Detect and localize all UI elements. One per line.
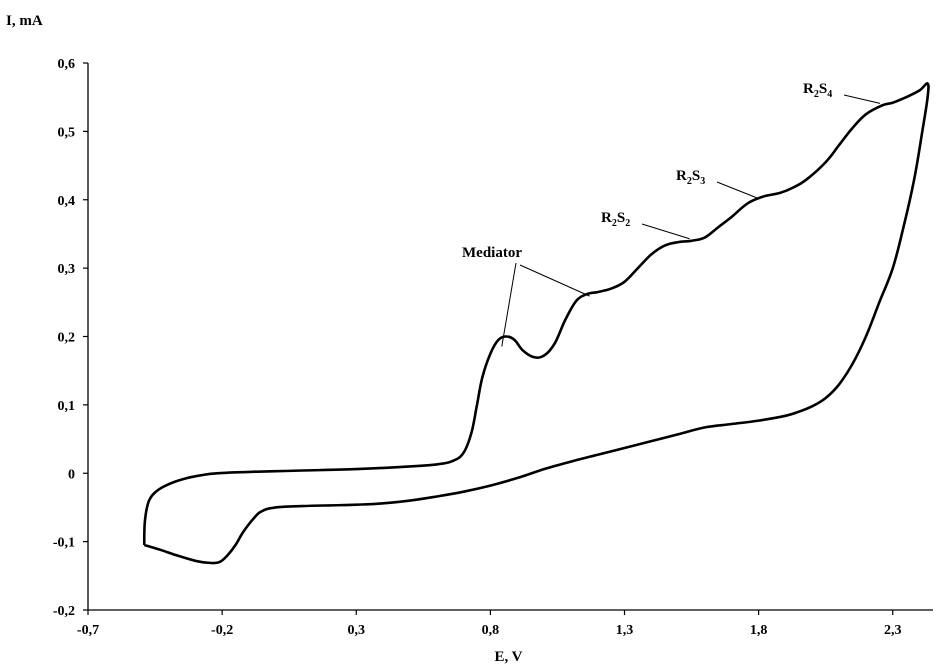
r2s2-label: R2S2 xyxy=(601,210,630,229)
mediator-leader-line xyxy=(519,264,590,297)
x-ticks: -0,7 -0,2 0,3 0,8 1,3 1,8 2,3 xyxy=(77,610,902,638)
r2s2-leader-line xyxy=(641,223,690,240)
x-tick-label: 0,3 xyxy=(348,623,366,638)
y-tick-label: 0,3 xyxy=(58,262,76,277)
x-tick-label: 2,3 xyxy=(884,623,902,638)
x-tick-label: 1,3 xyxy=(616,623,634,638)
x-tick-label: -0,2 xyxy=(211,623,233,638)
series-group xyxy=(142,82,930,565)
annotations: Mediator R2S2 R2S3 R2S4 xyxy=(462,81,881,347)
r2s3-leader-line xyxy=(716,181,757,199)
y-tick-label: 0,6 xyxy=(58,57,76,72)
r2s4-label: R2S4 xyxy=(803,81,832,100)
y-tick-label: 0,5 xyxy=(58,125,76,140)
mediator-label: Mediator xyxy=(462,245,522,261)
r2s4-leader-line xyxy=(843,94,881,104)
y-tick-label: -0,2 xyxy=(53,604,75,619)
y-axis-title: I, mA xyxy=(6,13,43,29)
r2s3-label: R2S3 xyxy=(676,168,705,187)
y-tick-label: 0,1 xyxy=(58,399,76,414)
x-axis-title: E, V xyxy=(494,649,522,665)
cv-curve xyxy=(142,82,930,565)
y-tick-label: 0,4 xyxy=(58,194,76,209)
x-tick-label: 0,8 xyxy=(482,623,500,638)
mediator-leader-line xyxy=(501,262,517,347)
y-tick-label: -0,1 xyxy=(53,536,75,551)
x-tick-label: 1,8 xyxy=(750,623,768,638)
y-tick-label: 0 xyxy=(68,467,75,482)
y-ticks: -0,2 -0,1 0 0,1 0,2 0,3 0,4 0,5 0,6 xyxy=(53,57,88,619)
y-tick-label: 0,2 xyxy=(58,331,76,346)
x-tick-label: -0,7 xyxy=(77,623,99,638)
